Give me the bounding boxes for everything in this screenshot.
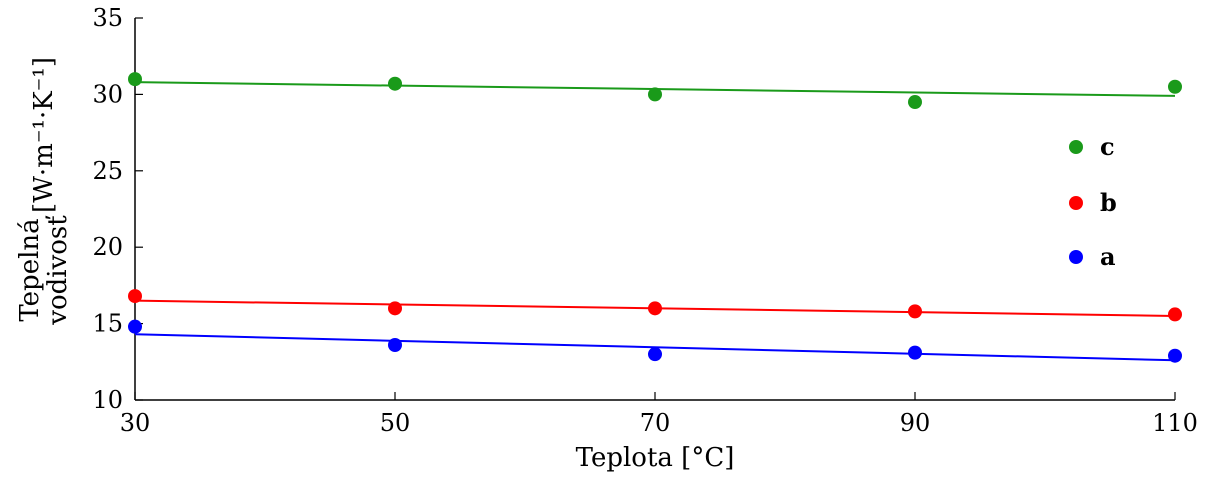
- y-axis-ticks: 10 15 20 25 30 35: [92, 4, 143, 414]
- data-point-c: [648, 87, 662, 102]
- data-point-a: [648, 347, 662, 362]
- x-tick-label: 70: [640, 409, 671, 437]
- x-tick-label: 110: [1152, 409, 1198, 437]
- y-axis-title-line1: Tepelná: [15, 218, 45, 321]
- data-point-c: [128, 72, 142, 87]
- data-point-c: [388, 76, 402, 91]
- data-point-b: [908, 304, 922, 319]
- data-point-c: [908, 95, 922, 110]
- data-point-b: [128, 289, 142, 304]
- y-tick-label: 10: [92, 386, 123, 414]
- y-tick-label: 20: [92, 233, 123, 261]
- legend-marker-c: [1069, 140, 1083, 154]
- y-axis-title-line2: vodivosť: [43, 215, 73, 326]
- plot-area: [134, 18, 1175, 401]
- y-axis-title: Tepelná vodivosť [W·m⁻¹·K⁻¹]: [15, 57, 73, 326]
- trend-lines: [134, 81, 1176, 362]
- legend-label-a: a: [1100, 242, 1116, 271]
- y-tick-label: 35: [92, 4, 123, 32]
- x-tick-label: 90: [900, 409, 931, 437]
- legend-marker-a: [1069, 250, 1083, 264]
- data-point-a: [388, 337, 402, 352]
- y-tick-label: 15: [92, 310, 123, 338]
- y-axis-title-unit: [W·m⁻¹·K⁻¹]: [29, 57, 59, 213]
- data-point-b: [648, 301, 662, 316]
- y-tick-label: 25: [92, 157, 123, 185]
- data-point-b: [1168, 307, 1182, 322]
- data-point-a: [1168, 348, 1182, 363]
- legend-label-b: b: [1100, 188, 1117, 217]
- x-axis-title: Teplota [°C]: [576, 443, 735, 473]
- data-points: [128, 72, 1182, 363]
- data-point-b: [388, 301, 402, 316]
- x-tick-label: 30: [120, 409, 151, 437]
- data-point-c: [1168, 79, 1182, 94]
- data-point-a: [128, 319, 142, 334]
- x-axis-ticks: 30 50 70 90 110: [120, 392, 1198, 437]
- y-tick-label: 30: [92, 80, 123, 108]
- data-point-a: [908, 345, 922, 360]
- legend-label-c: c: [1100, 132, 1115, 161]
- legend-marker-b: [1069, 196, 1083, 210]
- legend: cba: [1069, 132, 1117, 271]
- x-tick-label: 50: [380, 409, 411, 437]
